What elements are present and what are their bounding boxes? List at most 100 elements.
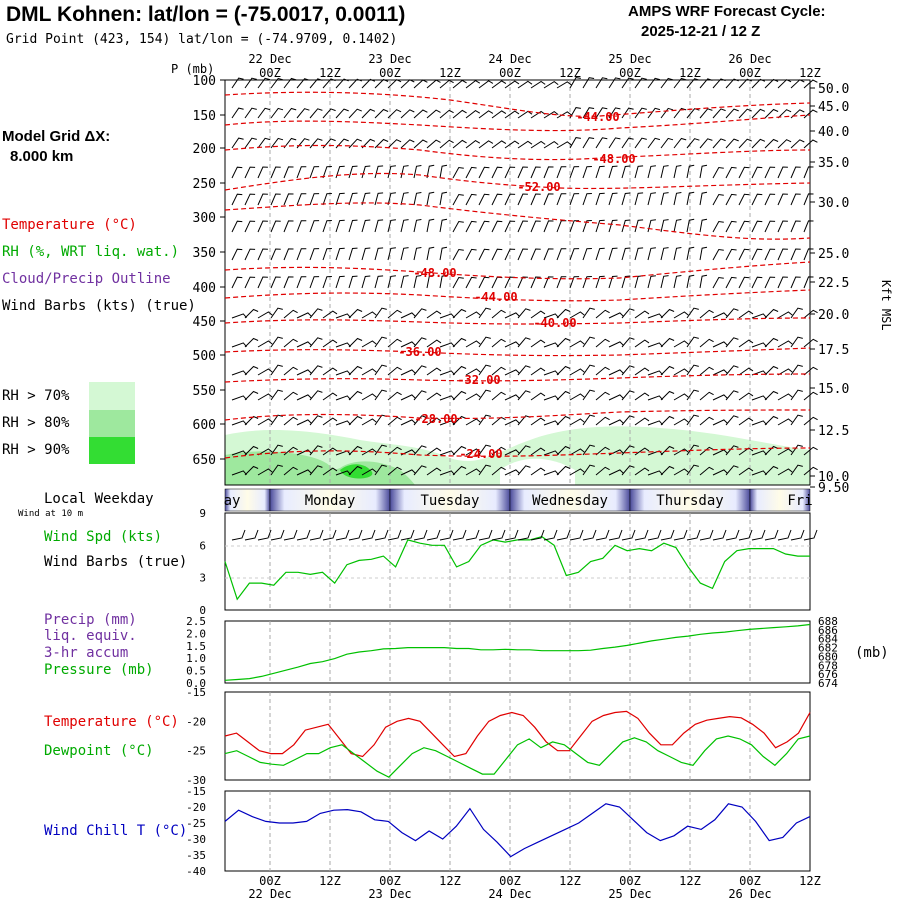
wind-barb [231,420,247,426]
wind-barb [413,165,422,179]
wind-barb [673,192,682,206]
temp-contour-label-6: -36.00 [398,345,441,359]
wind-barb [439,109,454,119]
wind-barb [309,308,323,319]
wind-barb [244,445,259,456]
wind-barb [244,337,259,348]
wind-barb [530,417,546,426]
wind-barb [582,137,595,149]
wind-barb [491,166,503,179]
wind-barb [309,248,320,261]
wind-barb [777,109,792,119]
bottom-time-tick-6: 00Z [619,874,641,888]
wind-barb [608,275,618,289]
wind-barb [426,79,441,89]
wind-barb [452,276,464,289]
wind-barb [803,79,818,89]
wind-barb [322,276,332,289]
wind-barb [413,415,427,426]
wind-barb [257,368,273,376]
wind-barb [426,274,435,289]
wind-barb [621,275,631,289]
wind-barb [504,469,520,476]
wind-barb [725,337,739,348]
bottom-date-label-2: 24 Dec [488,887,531,900]
wind-barb [621,308,635,319]
wind-barb [686,191,695,206]
wind-barb [231,313,247,319]
top-time-tick-1: 12Z [319,66,341,80]
wind-barb [777,139,792,149]
wind-speed-label: Wind Spd (kts) [44,529,163,545]
wind-barb [543,313,559,319]
wind-barb [686,78,700,89]
pressure-axis-tick-6: 676 [818,668,838,681]
wind-barb [595,366,610,376]
wind-barb [699,246,708,261]
wind-barb [582,389,595,401]
wind-barb [595,416,610,426]
wind-barb [517,248,528,261]
wind-barb [790,444,803,456]
height-tick-9: 15.0 [818,382,849,397]
surface-wind-barb [686,529,701,541]
wind-barb [387,466,402,476]
wind-barb [465,448,481,456]
wind-barb [764,390,779,401]
temperature-label: Temperature (°C) [44,714,179,730]
wind-barb [374,389,387,401]
wind-barb [309,276,320,289]
wind-barb [491,366,506,376]
wind-barb [530,166,541,179]
wind-barb [738,193,750,206]
wind-barb [426,467,442,476]
wind-barb [504,394,520,401]
wind-barb [244,193,256,206]
temp-contour-label-5: -40.00 [533,316,576,330]
surface-wind-barb [556,529,571,541]
height-tick-6: 22.5 [818,276,849,291]
surface-wind-barb [608,529,623,541]
wind-barb [270,389,283,401]
top-date-label-2: 24 Dec [488,52,531,66]
wind-barb [725,78,739,89]
temp-contour-label-0: -44.00 [576,110,619,124]
top-time-tick-3: 12Z [439,66,461,80]
wind-barb [244,220,256,233]
wind-barb [686,389,699,401]
wind-barb [322,193,332,206]
wind-barb [530,339,546,348]
wind-barb [686,108,700,119]
wind-barb [725,308,739,319]
wind-barb [231,220,243,233]
surface-wind-barb [764,529,779,541]
wind-barb [270,444,283,456]
top-date-label-0: 22 Dec [248,52,291,66]
wind-barb [309,445,323,456]
wind-barb [712,193,724,206]
wind-barb [504,140,520,149]
weekday-label-5: Fri [787,493,812,509]
wind-barb [283,446,298,456]
precip-liq-label: liq. equiv. [44,628,137,644]
wind-barb [452,109,467,119]
wind-barb [569,77,581,89]
wind-barb [556,337,571,348]
wind-barb [803,248,814,261]
height-tick-11: 10.0 [818,470,849,485]
wind-barb [725,248,737,261]
wind-barb [725,276,737,289]
wind-barb [556,308,571,319]
wind-barb [413,337,427,348]
wind-barb [582,414,595,426]
top-time-tick-5: 12Z [559,66,581,80]
wind-barb [673,107,687,119]
wind-barb [231,276,243,289]
wind-barb [387,109,402,119]
wind-barb [270,464,283,476]
wind-barb [790,139,805,149]
precip-axis-tick-1: 2.0 [186,627,206,640]
legend-rh-90: RH > 90% [2,442,70,458]
wind-barb [595,192,605,206]
wind-barb [361,340,377,348]
